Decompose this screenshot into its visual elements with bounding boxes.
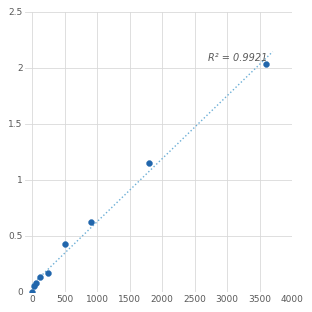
- Point: [38, 275, 43, 280]
- Point: [264, 62, 269, 67]
- Point: [34, 280, 39, 285]
- Point: [147, 161, 152, 166]
- Text: R² = 0.9921: R² = 0.9921: [208, 53, 267, 63]
- Point: [30, 290, 35, 295]
- Point: [32, 284, 37, 289]
- Point: [46, 271, 51, 275]
- Point: [62, 241, 67, 246]
- Point: [88, 220, 93, 225]
